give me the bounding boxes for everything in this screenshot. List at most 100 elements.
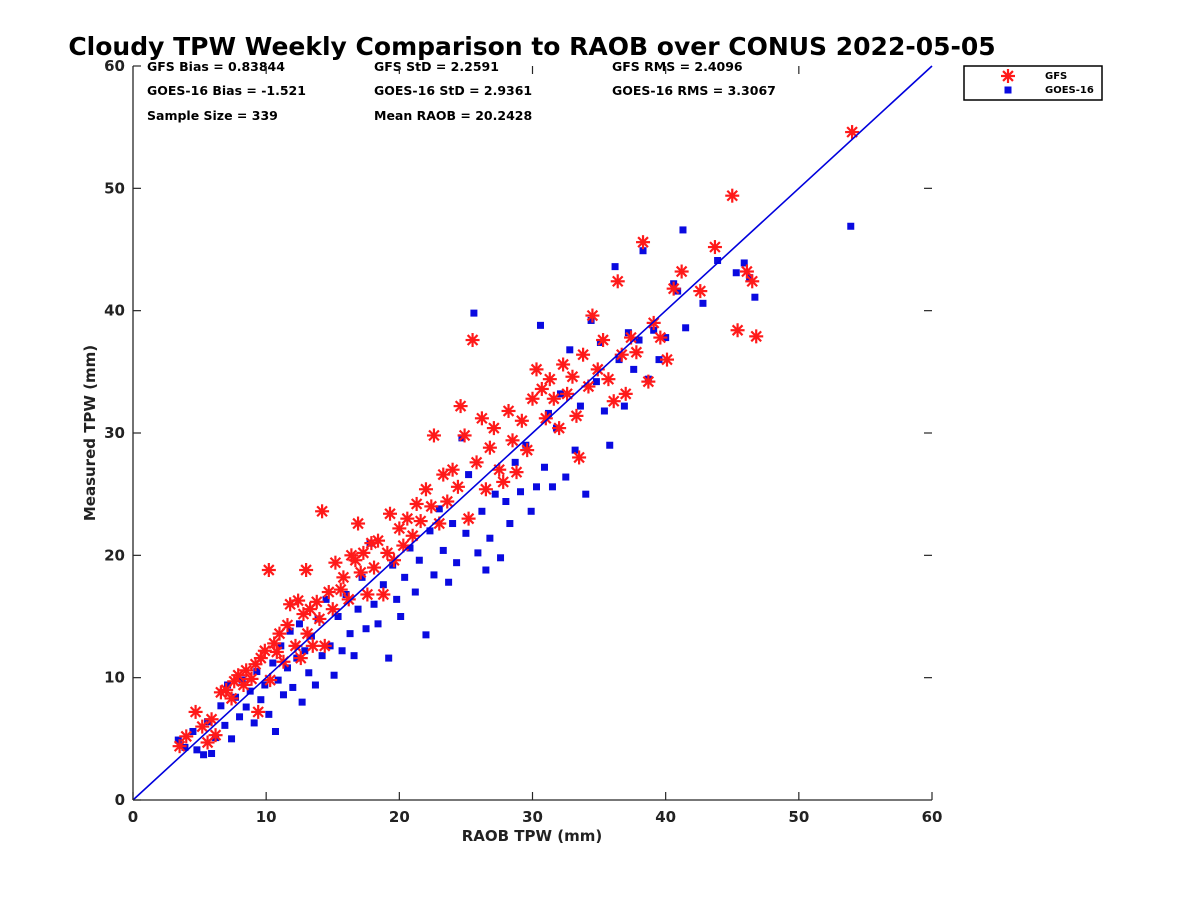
- goes16-point: [620, 402, 628, 410]
- x-tick-label: 20: [389, 808, 410, 826]
- gfs-point: [360, 587, 375, 602]
- gfs-point: [538, 411, 553, 426]
- gfs-point: [618, 386, 633, 401]
- gfs-point: [309, 594, 324, 609]
- goes16-point: [540, 463, 548, 471]
- goes16-point: [506, 520, 514, 528]
- goes16-point: [257, 696, 265, 704]
- goes16-point: [350, 652, 358, 660]
- goes16-point: [682, 324, 690, 332]
- y-tick-label: 60: [104, 57, 125, 75]
- goes16-point: [330, 671, 338, 679]
- goes16-point: [301, 647, 309, 655]
- goes16-point: [358, 573, 366, 581]
- gfs-point: [321, 585, 336, 600]
- goes16-point: [740, 259, 748, 267]
- goes16-point: [517, 488, 525, 496]
- goes16-point: [611, 263, 619, 271]
- gfs-point: [450, 479, 465, 494]
- gfs-point: [272, 626, 287, 641]
- stat-goes16-bias: GOES-16 Bias = -1.521: [147, 83, 306, 98]
- legend-goes16-square-marker: [1004, 86, 1012, 94]
- gfs-point: [251, 704, 266, 719]
- legend-gfs-asterisk-marker: [1001, 69, 1015, 83]
- legend-label-gfs: GFS: [1045, 71, 1067, 82]
- goes16-point: [193, 746, 201, 754]
- gfs-point: [565, 369, 580, 384]
- legend-gfs-marker: [1001, 69, 1015, 83]
- stat-goes16-std: GOES-16 StD = 2.9361: [374, 83, 532, 98]
- goes16-point: [221, 721, 229, 729]
- goes16-point: [289, 683, 297, 691]
- gfs-point: [653, 330, 668, 345]
- gfs-point: [534, 381, 549, 396]
- gfs-point: [409, 496, 424, 511]
- goes16-point: [566, 346, 574, 354]
- goes16-point: [338, 647, 346, 655]
- goes16-point: [406, 544, 414, 552]
- gfs-point: [392, 521, 407, 536]
- gfs-point: [693, 284, 708, 299]
- gfs-point: [257, 643, 272, 658]
- gfs-point: [263, 673, 278, 688]
- x-tick-label: 10: [256, 808, 277, 826]
- x-tick-label: 60: [922, 808, 943, 826]
- gfs-point: [505, 433, 520, 448]
- gfs-point: [224, 691, 239, 706]
- y-tick-label: 40: [104, 302, 125, 320]
- goes16-point: [295, 620, 303, 628]
- gfs-point: [353, 565, 368, 580]
- goes16-point: [470, 309, 478, 317]
- goes16-point: [422, 631, 430, 639]
- gfs-point: [424, 499, 439, 514]
- goes16-point: [439, 546, 447, 554]
- gfs-point: [305, 638, 320, 653]
- goes16-point: [305, 669, 313, 677]
- y-tick-label: 30: [104, 424, 125, 442]
- gfs-point: [291, 593, 306, 608]
- gfs-point: [333, 582, 348, 597]
- goes16-point: [491, 490, 499, 498]
- goes16-point: [181, 743, 189, 751]
- goes16-point: [430, 571, 438, 579]
- goes16-point: [751, 293, 759, 301]
- gfs-point: [269, 644, 284, 659]
- gfs-point: [725, 188, 740, 203]
- goes16-point: [269, 659, 277, 667]
- goes16-point: [200, 751, 208, 759]
- gfs-point: [351, 516, 366, 531]
- goes16-point: [397, 613, 405, 620]
- gfs-point: [478, 482, 493, 497]
- stat-sample-size: Sample Size = 339: [147, 108, 278, 123]
- gfs-point: [525, 391, 540, 406]
- one-to-one-line-path: [132, 65, 933, 801]
- y-tick-label: 20: [104, 546, 125, 564]
- gfs-point: [474, 411, 489, 426]
- goes16-point: [246, 687, 254, 695]
- stat-gfs-bias: GFS Bias = 0.83844: [147, 59, 285, 74]
- gfs-point: [371, 533, 386, 548]
- gfs-point: [453, 399, 468, 414]
- goes16-point: [318, 652, 326, 660]
- goes16-point: [445, 578, 453, 586]
- legend: GFS GOES-16: [963, 65, 1103, 101]
- gfs-point: [204, 712, 219, 727]
- gfs-point: [172, 739, 187, 754]
- gfs-point: [376, 587, 391, 602]
- goes16-point: [732, 269, 740, 277]
- legend-goes16-marker: [1004, 86, 1012, 94]
- goes16-point: [217, 702, 225, 710]
- gfs-point: [341, 592, 356, 607]
- x-tick-label: 30: [522, 808, 543, 826]
- gfs-point: [610, 274, 625, 289]
- goes16-point: [208, 750, 216, 758]
- gfs-point: [328, 555, 343, 570]
- goes16-point: [277, 642, 285, 650]
- goes16-point: [342, 590, 350, 598]
- goes16-point: [426, 527, 434, 535]
- gfs-point: [520, 443, 535, 458]
- goes16-point: [548, 483, 556, 491]
- gfs-point: [556, 357, 571, 372]
- gfs-point: [231, 668, 246, 683]
- gfs-point: [336, 570, 351, 585]
